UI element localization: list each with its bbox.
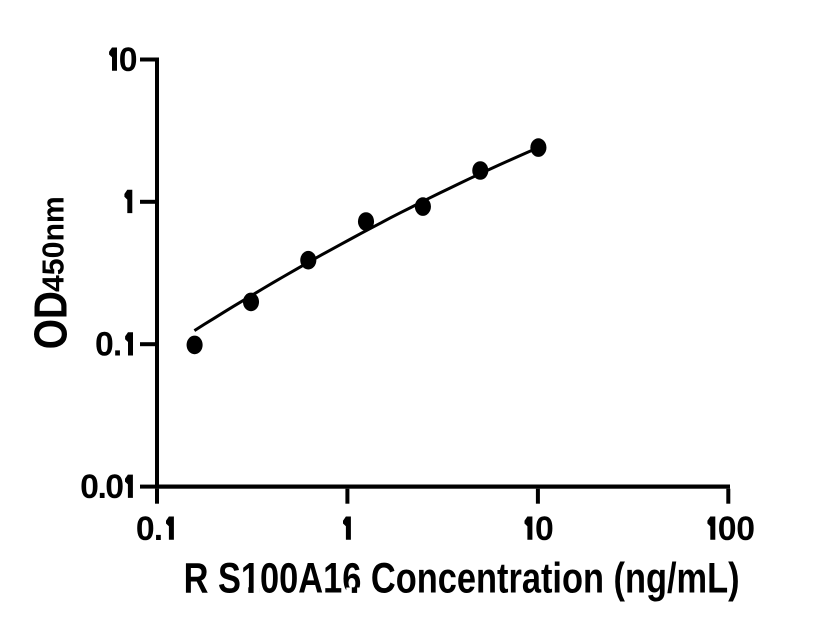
svg-text:OD450nm: OD450nm <box>25 196 77 349</box>
svg-text:0.: 0. <box>95 326 122 364</box>
svg-text:0.0: 0.0 <box>80 468 124 506</box>
svg-text:0: 0 <box>119 41 138 79</box>
svg-text:0: 0 <box>535 510 554 548</box>
svg-text:0.: 0. <box>136 510 163 548</box>
svg-text:00: 00 <box>718 510 755 548</box>
svg-text:R S100A16 Concentration (ng/mL: R S100A16 Concentration (ng/mL) <box>184 555 740 603</box>
